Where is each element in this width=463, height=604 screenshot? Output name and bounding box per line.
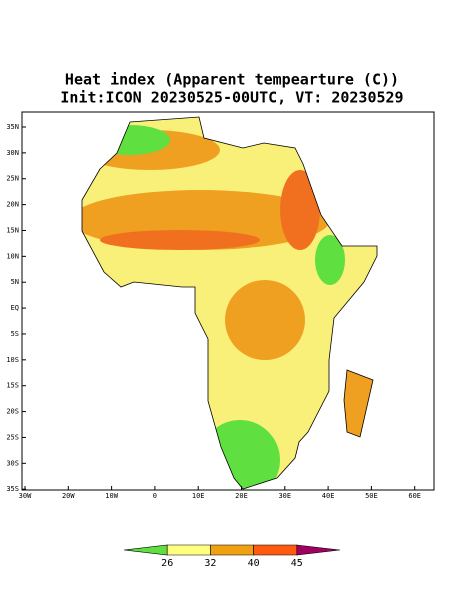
colorbar-label: 26 xyxy=(161,558,173,569)
lat-label: 25S xyxy=(6,433,19,441)
colorbar-label: 32 xyxy=(204,558,216,569)
colorbar-bin xyxy=(296,544,341,556)
lat-label: 15S xyxy=(6,382,19,390)
lat-label: 30S xyxy=(6,459,19,467)
colorbar-bin xyxy=(253,544,298,556)
lon-label: 40E xyxy=(322,492,335,500)
lat-label: 20N xyxy=(6,201,19,209)
lat-label: 5S xyxy=(11,330,19,338)
title: Heat index (Apparent tempearture (C)) xyxy=(65,71,399,89)
lon-label: 60E xyxy=(408,492,421,500)
lon-label: 50E xyxy=(365,492,378,500)
colorbar-label: 40 xyxy=(248,558,260,569)
axes: 35N 30N 25N 20N 15N 10N 5N EQ 5S 10S 15S 20S 25S 30S 3… xyxy=(6,123,421,500)
lat-label: 10S xyxy=(6,356,19,364)
lat-label: 15N xyxy=(6,226,19,234)
lat-label: 10N xyxy=(6,252,19,260)
colorbar-bin xyxy=(123,544,168,556)
lat-label: 5N xyxy=(11,278,19,286)
lon-label: 30W xyxy=(19,492,32,500)
lon-label: 20W xyxy=(62,492,75,500)
lat-label: EQ xyxy=(11,304,19,312)
lat-label: 35S xyxy=(6,485,19,493)
lon-label: 0 xyxy=(153,492,157,500)
lat-label: 20S xyxy=(6,408,19,416)
colorbar-bin xyxy=(210,544,254,556)
lat-label: 25N xyxy=(6,175,19,183)
colorbar-bin xyxy=(166,544,211,556)
colorbar: 26 32 40 45 xyxy=(123,544,341,569)
lat-label: 35N xyxy=(6,123,19,131)
colorbar-label: 45 xyxy=(291,558,303,569)
lon-label: 10W xyxy=(105,492,118,500)
lon-label: 10E xyxy=(192,492,205,500)
coastline xyxy=(81,116,378,490)
lat-label: 30N xyxy=(6,149,19,157)
lon-label: 20E xyxy=(235,492,248,500)
subtitle: Init:ICON 20230525-00UTC, VT: 20230529 xyxy=(60,89,403,107)
madagascar xyxy=(343,369,374,438)
lon-label: 30E xyxy=(278,492,291,500)
